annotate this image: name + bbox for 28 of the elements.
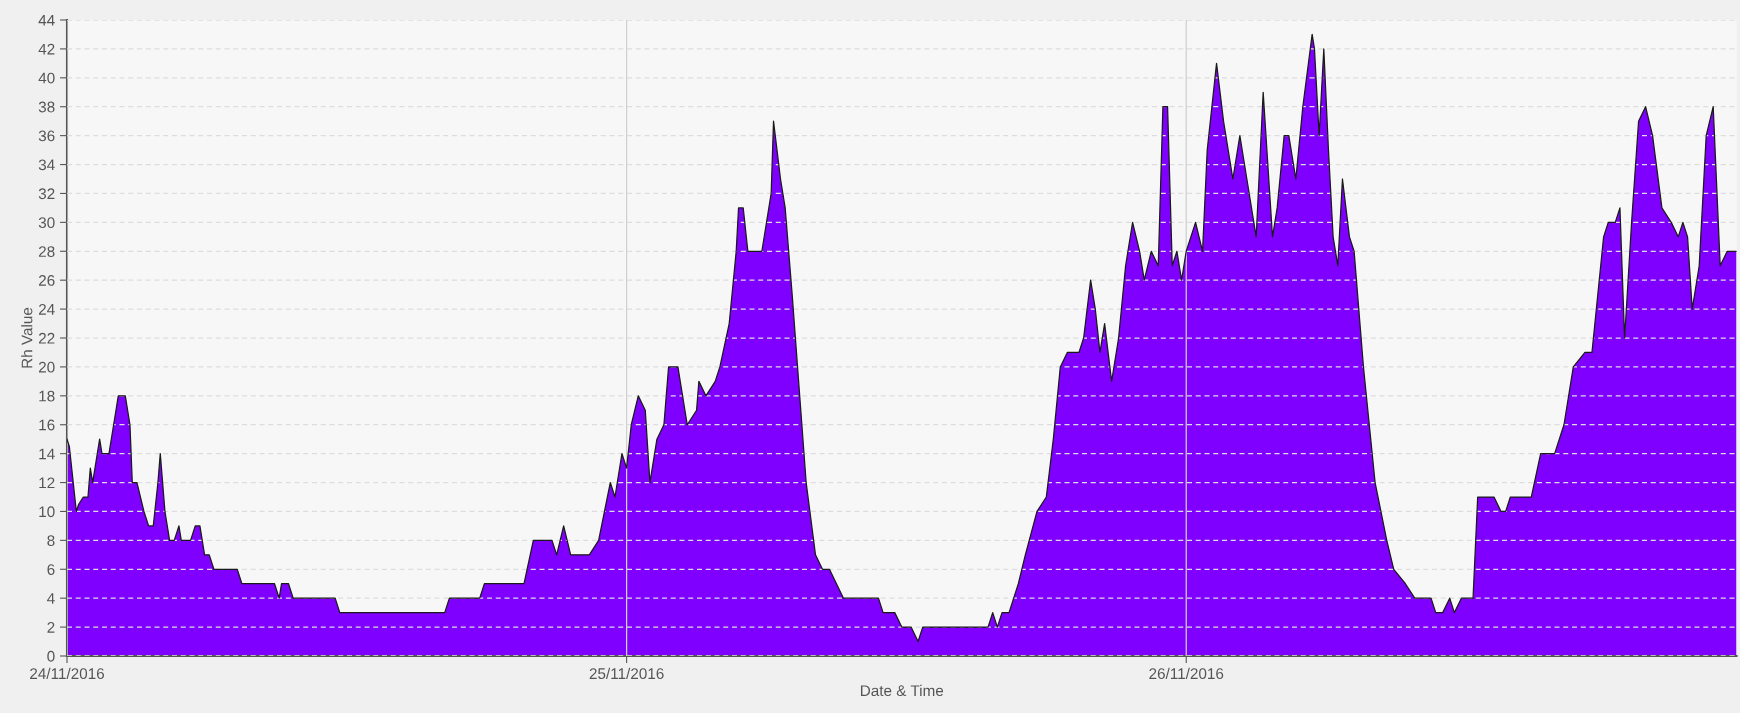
y-tick-label: 34 [38, 159, 55, 171]
y-tick-label: 36 [38, 130, 55, 142]
x-tick-label: 24/11/2016 [30, 667, 104, 680]
y-tick-label: 4 [47, 593, 55, 604]
x-axis-title: Date & Time [860, 684, 944, 697]
y-tick-label: 12 [39, 477, 55, 489]
y-tick-label: 6 [47, 564, 55, 575]
y-tick-label: 28 [38, 246, 55, 257]
y-tick-label: 42 [38, 43, 55, 55]
y-tick-label: 20 [38, 361, 55, 373]
y-tick-label: 18 [39, 390, 55, 402]
y-tick-label: 44 [38, 15, 55, 26]
y-tick-label: 40 [38, 72, 55, 84]
x-tick-label: 26/11/2016 [1149, 667, 1224, 680]
x-tick-label: 25/11/2016 [589, 667, 664, 680]
y-tick-label: 14 [39, 448, 55, 460]
y-tick-label: 26 [38, 275, 55, 286]
y-tick-label: 30 [38, 217, 55, 229]
y-tick-label: 38 [38, 101, 55, 113]
y-tick-label: 24 [38, 303, 55, 315]
y-tick-label: 8 [47, 535, 55, 547]
y-tick-label: 0 [47, 650, 55, 662]
y-tick-label: 32 [38, 188, 55, 200]
y-tick-label: 22 [38, 332, 55, 344]
y-axis-title: Rh Value [21, 307, 33, 368]
y-tick-label: 10 [39, 506, 55, 518]
y-tick-label: 16 [39, 419, 55, 431]
y-tick-label: 2 [47, 621, 55, 633]
